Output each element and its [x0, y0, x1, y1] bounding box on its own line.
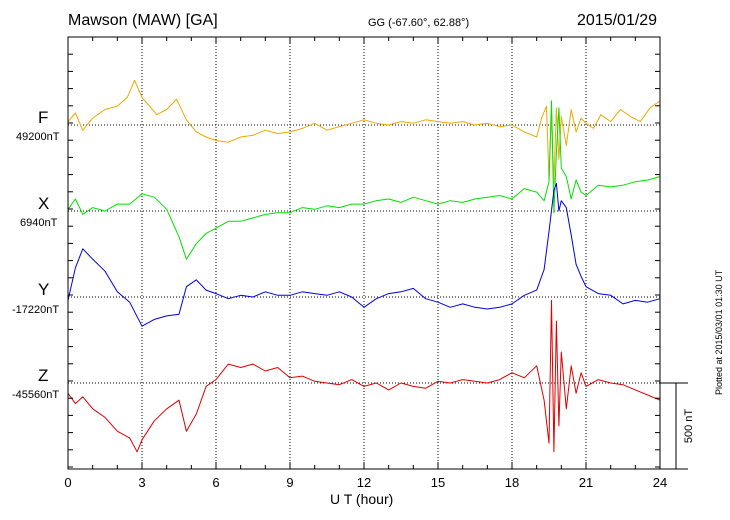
x-tick-label: 0	[64, 475, 71, 490]
plot-date: 2015/01/29	[577, 12, 658, 29]
baseline-label-y: -17220nT	[12, 304, 60, 316]
x-tick-label: 3	[138, 475, 145, 490]
trace-y	[67, 183, 661, 327]
x-tick-label: 15	[431, 475, 445, 490]
trace-z	[67, 299, 661, 453]
x-tick-label: 6	[212, 475, 219, 490]
baseline-label-z: -45560nT	[12, 389, 60, 401]
x-tick-label: 24	[653, 475, 667, 490]
scale-bar-label: 500 nT	[683, 409, 695, 444]
baseline-label-f: 49200nT	[16, 131, 60, 143]
x-tick-label: 9	[286, 475, 293, 490]
traces	[67, 79, 661, 453]
x-tick-label: 21	[579, 475, 593, 490]
trace-x	[67, 100, 661, 260]
series-label-x: X	[38, 194, 50, 213]
station-coordinates: GG (-67.60°, 62.88°)	[368, 17, 470, 29]
series-label-z: Z	[38, 366, 49, 385]
x-tick-label: 12	[357, 475, 371, 490]
series-label-y: Y	[38, 280, 50, 299]
trace-f	[67, 79, 661, 184]
scale-bar: 500 nT	[660, 382, 695, 470]
station-title: Mawson (MAW) [GA]	[68, 12, 218, 29]
x-ticks: 0 3 6 9 12 15 18 21 24	[64, 37, 667, 490]
baseline-label-x: 6940nT	[20, 217, 58, 229]
plot-frame	[67, 36, 661, 470]
grid	[68, 37, 660, 469]
x-axis-title: U T (hour)	[330, 491, 394, 507]
x-tick-label: 18	[505, 475, 519, 490]
series-label-f: F	[38, 108, 49, 127]
